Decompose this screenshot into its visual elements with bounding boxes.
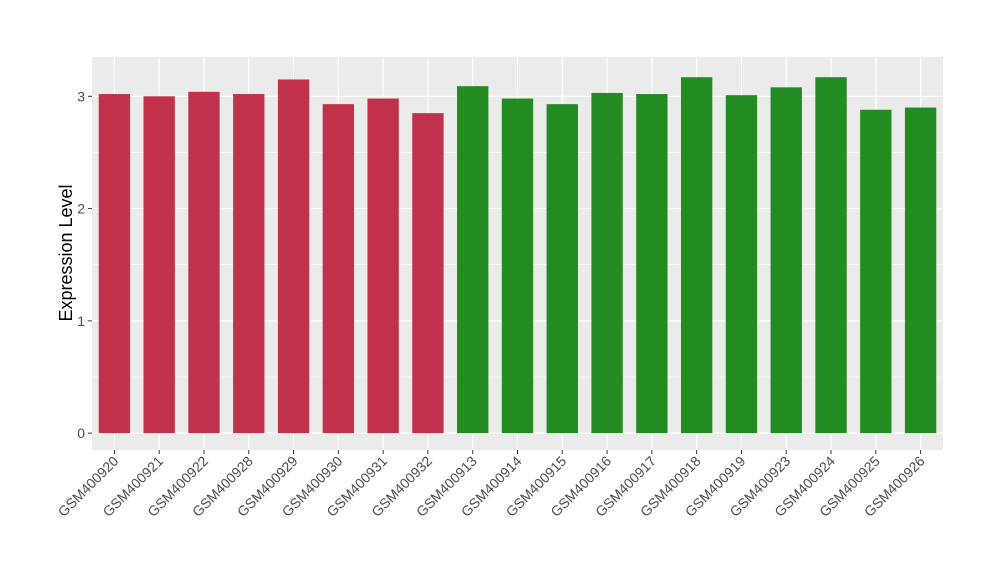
- bar-GSM400913: [457, 86, 489, 434]
- bar-GSM400930: [322, 104, 355, 434]
- y-tick-label: 0: [77, 425, 85, 441]
- bar-GSM400916: [591, 92, 623, 434]
- bar-GSM400915: [546, 104, 578, 434]
- bar-GSM400929: [277, 79, 310, 434]
- bar-GSM400925: [860, 109, 892, 434]
- bar-GSM400919: [725, 95, 758, 434]
- bar-GSM400924: [815, 77, 847, 434]
- x-axis: GSM400920GSM400921GSM400922GSM400928GSM4…: [55, 450, 928, 520]
- bar-GSM400920: [98, 94, 131, 434]
- y-axis: 0 1 2 3: [77, 88, 92, 441]
- bar-GSM400926: [904, 107, 937, 434]
- y-tick-label: 2: [77, 201, 85, 217]
- bar-GSM400921: [143, 96, 175, 434]
- bar-GSM400922: [188, 91, 220, 434]
- y-axis-title: Expression Level: [56, 184, 76, 321]
- bar-GSM400928: [233, 94, 265, 434]
- bars: [98, 77, 937, 434]
- bar-GSM400917: [636, 94, 668, 434]
- bar-GSM400914: [501, 98, 534, 434]
- bar-GSM400931: [367, 98, 399, 434]
- bar-GSM400918: [680, 77, 713, 434]
- y-tick-label: 1: [77, 313, 85, 329]
- y-tick-label: 3: [77, 88, 85, 104]
- bar-GSM400923: [770, 87, 802, 434]
- bar-GSM400932: [412, 113, 444, 434]
